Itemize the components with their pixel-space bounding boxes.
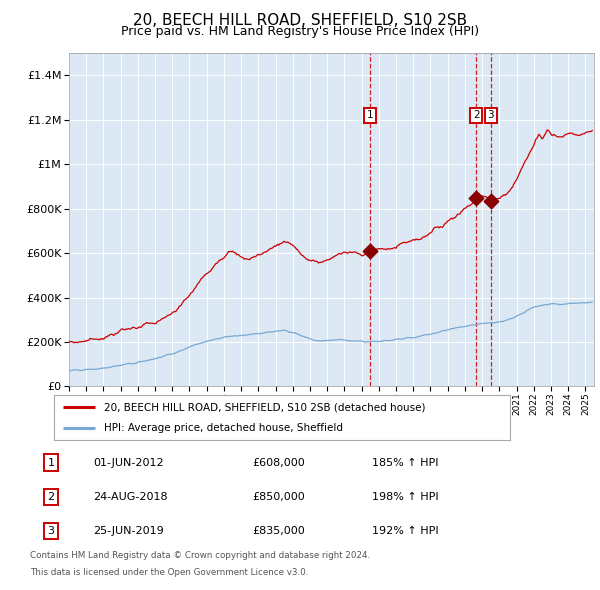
Text: 1: 1: [367, 110, 374, 120]
Text: £835,000: £835,000: [252, 526, 305, 536]
Text: 198% ↑ HPI: 198% ↑ HPI: [372, 492, 439, 502]
Text: 25-JUN-2019: 25-JUN-2019: [93, 526, 164, 536]
Text: HPI: Average price, detached house, Sheffield: HPI: Average price, detached house, Shef…: [104, 422, 343, 432]
Text: This data is licensed under the Open Government Licence v3.0.: This data is licensed under the Open Gov…: [30, 568, 308, 576]
Point: [486, 196, 496, 205]
Text: 1: 1: [47, 458, 55, 467]
Text: 2: 2: [47, 492, 55, 502]
Text: £608,000: £608,000: [252, 458, 305, 467]
Text: Contains HM Land Registry data © Crown copyright and database right 2024.: Contains HM Land Registry data © Crown c…: [30, 551, 370, 560]
Point: [365, 247, 375, 256]
Text: 3: 3: [47, 526, 55, 536]
Text: 20, BEECH HILL ROAD, SHEFFIELD, S10 2SB: 20, BEECH HILL ROAD, SHEFFIELD, S10 2SB: [133, 13, 467, 28]
Text: 3: 3: [487, 110, 494, 120]
Text: 20, BEECH HILL ROAD, SHEFFIELD, S10 2SB (detached house): 20, BEECH HILL ROAD, SHEFFIELD, S10 2SB …: [104, 402, 425, 412]
Text: 185% ↑ HPI: 185% ↑ HPI: [372, 458, 439, 467]
Point: [471, 193, 481, 202]
Text: 24-AUG-2018: 24-AUG-2018: [93, 492, 167, 502]
Text: 192% ↑ HPI: 192% ↑ HPI: [372, 526, 439, 536]
Text: 01-JUN-2012: 01-JUN-2012: [93, 458, 164, 467]
Text: £850,000: £850,000: [252, 492, 305, 502]
Text: 2: 2: [473, 110, 479, 120]
Text: Price paid vs. HM Land Registry's House Price Index (HPI): Price paid vs. HM Land Registry's House …: [121, 25, 479, 38]
